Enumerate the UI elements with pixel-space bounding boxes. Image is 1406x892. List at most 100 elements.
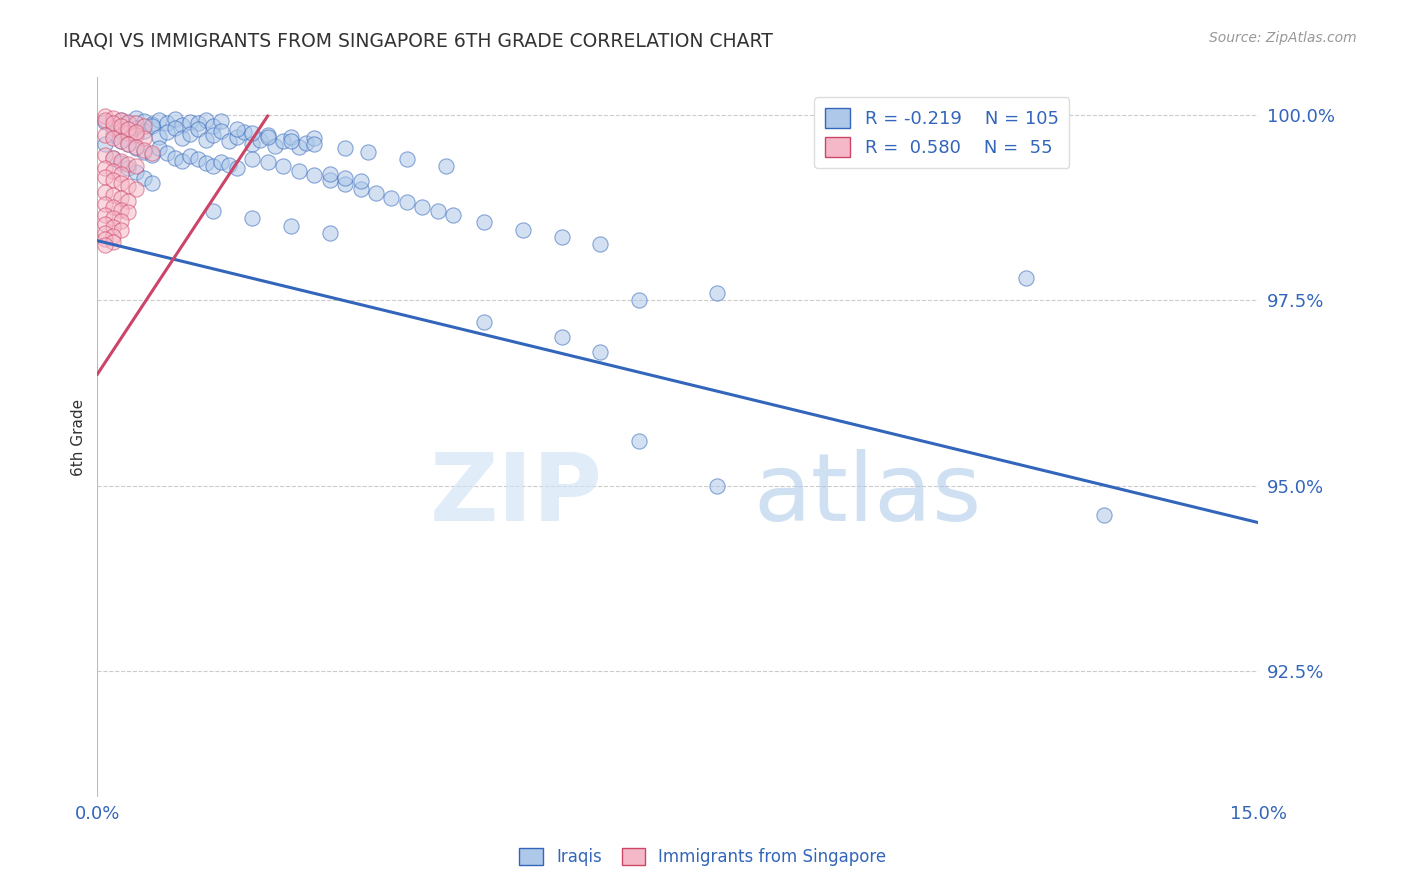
Text: Source: ZipAtlas.com: Source: ZipAtlas.com: [1209, 31, 1357, 45]
Point: [209, 124, 232, 138]
Point: [426, 204, 449, 219]
Point: [94, 109, 117, 123]
Point: [141, 148, 163, 162]
Point: [172, 118, 194, 132]
Point: [94, 209, 117, 223]
Point: [589, 237, 612, 252]
Point: [148, 112, 170, 127]
Point: [110, 155, 132, 169]
Point: [194, 155, 217, 169]
Point: [141, 120, 163, 134]
Legend: Iraqis, Immigrants from Singapore: Iraqis, Immigrants from Singapore: [513, 841, 893, 873]
Point: [125, 141, 148, 155]
Point: [117, 116, 139, 130]
Point: [125, 125, 148, 139]
Point: [333, 141, 356, 155]
Text: ZIP: ZIP: [430, 449, 602, 541]
Point: [202, 160, 225, 174]
Point: [101, 116, 124, 130]
Point: [94, 113, 117, 128]
Point: [94, 196, 117, 211]
Point: [280, 129, 302, 144]
Point: [233, 125, 256, 139]
Point: [110, 223, 132, 237]
Point: [117, 115, 139, 129]
Point: [110, 124, 132, 138]
Point: [202, 128, 225, 143]
Point: [141, 117, 163, 131]
Point: [117, 122, 139, 136]
Point: [94, 115, 117, 129]
Point: [101, 164, 124, 178]
Point: [474, 215, 496, 229]
Point: [141, 146, 163, 161]
Point: [179, 149, 201, 163]
Point: [218, 158, 240, 172]
Point: [101, 119, 124, 133]
Point: [117, 126, 139, 140]
Point: [94, 226, 117, 240]
Point: [187, 116, 209, 130]
Point: [117, 194, 139, 208]
Point: [441, 209, 464, 223]
Point: [125, 128, 148, 143]
Point: [125, 182, 148, 196]
Point: [333, 170, 356, 185]
Point: [94, 185, 117, 199]
Point: [117, 137, 139, 152]
Point: [110, 119, 132, 133]
Point: [132, 143, 155, 157]
Point: [187, 122, 209, 136]
Point: [110, 134, 132, 148]
Point: [240, 211, 263, 226]
Point: [132, 145, 155, 159]
Point: [512, 222, 534, 236]
Point: [1092, 508, 1115, 523]
Point: [101, 120, 124, 135]
Point: [256, 155, 278, 169]
Point: [187, 152, 209, 166]
Point: [194, 133, 217, 147]
Point: [101, 151, 124, 165]
Point: [225, 122, 247, 136]
Point: [163, 112, 186, 126]
Point: [202, 119, 225, 133]
Point: [706, 285, 728, 300]
Point: [218, 134, 240, 148]
Point: [302, 131, 325, 145]
Point: [94, 128, 117, 143]
Point: [225, 129, 247, 144]
Point: [411, 200, 433, 214]
Point: [94, 238, 117, 252]
Text: atlas: atlas: [754, 449, 981, 541]
Point: [628, 293, 651, 307]
Point: [209, 155, 232, 169]
Point: [271, 134, 294, 148]
Point: [141, 176, 163, 190]
Point: [349, 182, 371, 196]
Point: [249, 133, 271, 147]
Point: [434, 160, 457, 174]
Point: [172, 153, 194, 168]
Point: [132, 170, 155, 185]
Point: [117, 156, 139, 170]
Point: [240, 137, 263, 152]
Point: [364, 186, 387, 201]
Point: [110, 113, 132, 128]
Point: [551, 330, 574, 344]
Point: [380, 191, 402, 205]
Point: [156, 116, 179, 130]
Point: [156, 146, 179, 161]
Point: [94, 161, 117, 175]
Point: [94, 218, 117, 232]
Point: [156, 125, 179, 139]
Point: [256, 129, 278, 144]
Point: [163, 151, 186, 165]
Point: [110, 191, 132, 205]
Point: [302, 169, 325, 183]
Point: [295, 136, 318, 150]
Point: [132, 124, 155, 138]
Point: [110, 214, 132, 228]
Point: [194, 113, 217, 128]
Point: [94, 137, 117, 152]
